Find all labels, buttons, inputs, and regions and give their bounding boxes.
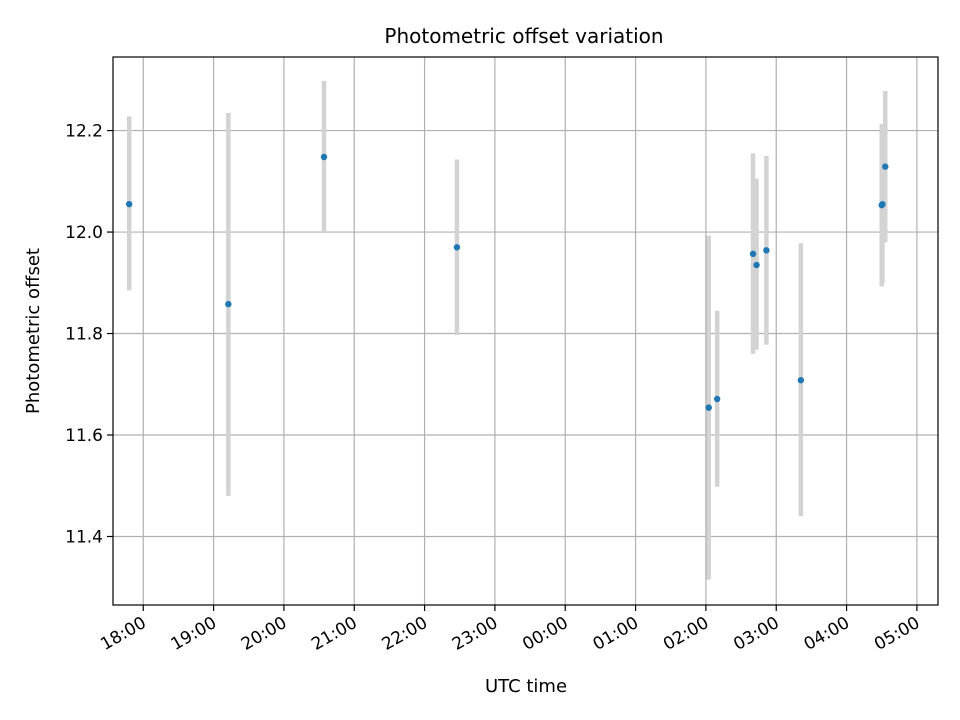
x-tick-label: 03:00: [730, 613, 782, 655]
x-tick-label: 18:00: [97, 613, 149, 655]
data-point: [225, 300, 232, 308]
x-tick-label: 19:00: [168, 613, 220, 655]
y-tick-label: 12.0: [65, 223, 103, 243]
x-axis-label: UTC time: [485, 676, 567, 697]
x-tick-label: 02:00: [660, 613, 712, 655]
data-point: [753, 261, 760, 269]
y-tick-label: 11.6: [65, 426, 103, 446]
data-point: [705, 404, 712, 411]
y-tick-label: 12.2: [65, 122, 103, 142]
data-point: [713, 395, 721, 403]
error-bars: [126, 80, 888, 580]
data-point: [763, 247, 770, 254]
x-axis-ticks: 18:00 19:00 20:00 21:00 22:00 23:00 00:00 01:00…: [97, 605, 923, 655]
data-point: [749, 250, 757, 258]
plot-area-frame: [112, 56, 939, 606]
data-point: [797, 377, 805, 384]
x-tick-label: 01:00: [590, 613, 642, 655]
x-tick-label: 20:00: [238, 613, 290, 655]
y-tick-label: 11.8: [65, 325, 103, 345]
x-tick-label: 22:00: [379, 613, 431, 655]
data-point: [320, 153, 328, 161]
data-point: [453, 244, 461, 251]
y-axis-label: Photometric offset: [23, 248, 44, 414]
x-tick-label: 05:00: [871, 613, 923, 655]
data-points: [125, 153, 889, 411]
x-tick-label: 21:00: [308, 613, 360, 655]
x-tick-label: 04:00: [801, 613, 853, 655]
y-tick-label: 11.4: [65, 528, 103, 548]
data-point: [879, 200, 886, 208]
x-tick-label: 00:00: [519, 613, 571, 655]
chart-title: Photometric offset variation: [384, 24, 663, 48]
x-tick-label: 23:00: [449, 613, 501, 655]
data-point: [882, 163, 889, 170]
grid-lines: [113, 57, 938, 605]
y-axis-ticks: 11.4 11.6 11.8 12.0 12.2: [65, 122, 113, 548]
data-point: [125, 200, 133, 208]
